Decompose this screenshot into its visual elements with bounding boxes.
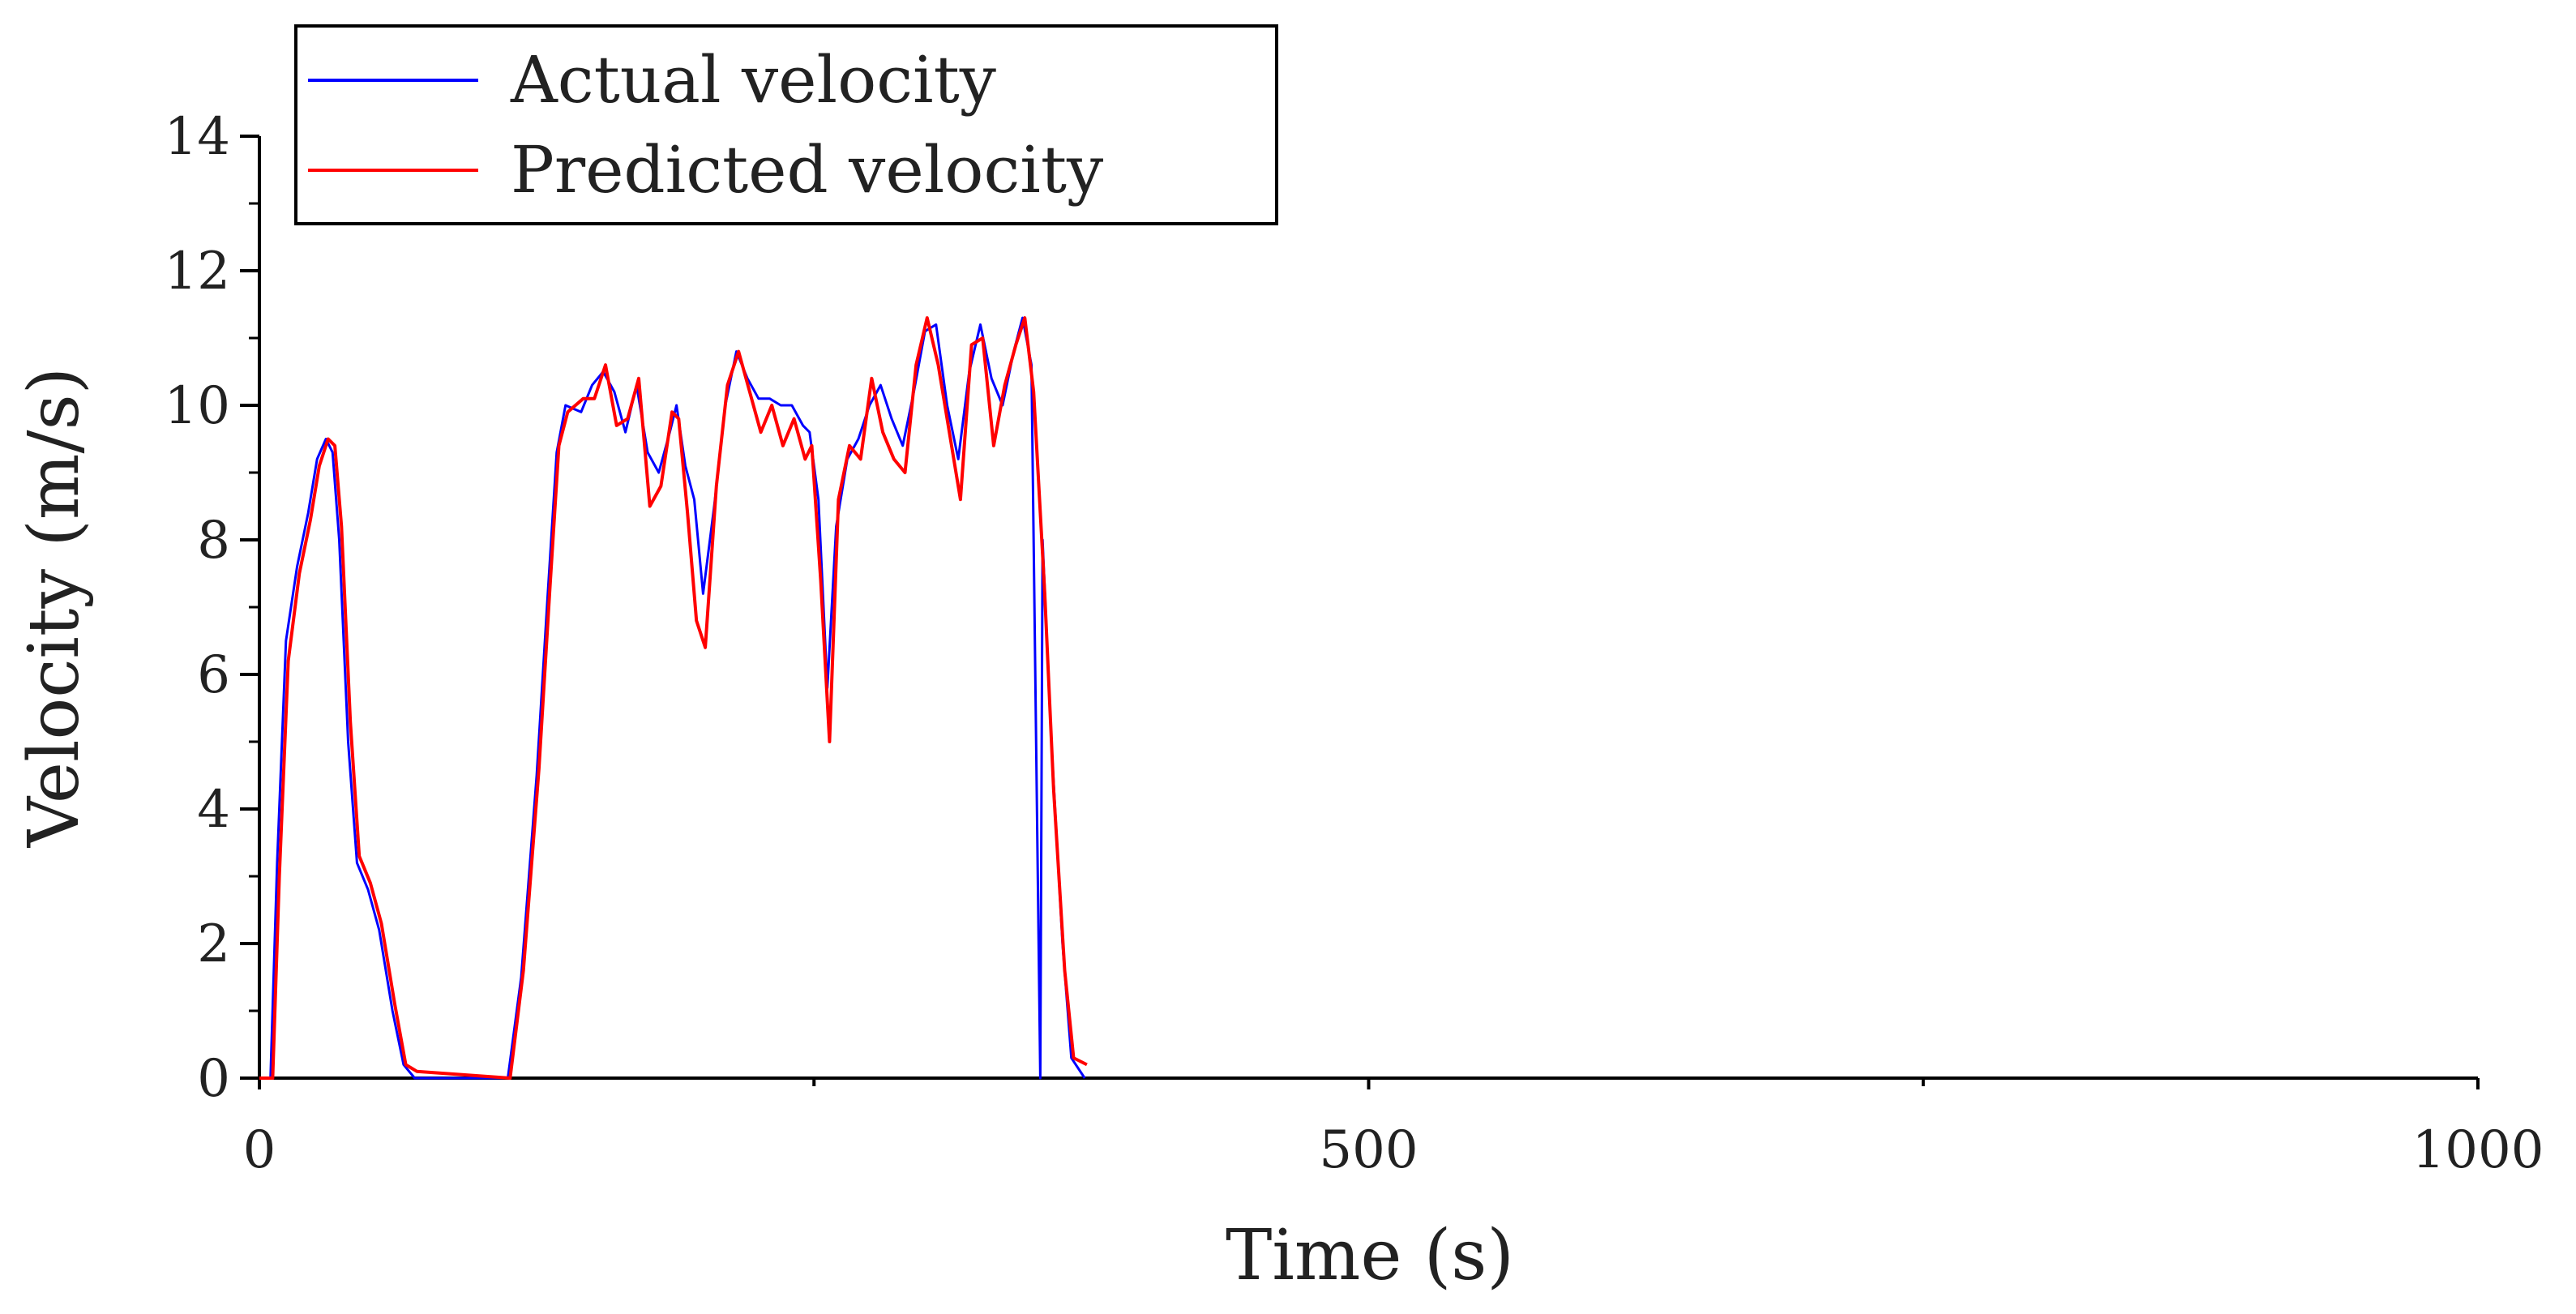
- x-axis-ticks: 0 500 1000: [243, 1078, 2544, 1180]
- legend-label-actual-velocity: Actual velocity: [510, 42, 996, 118]
- plot-area: 0 2 4 6 8 10 12 14 0 500 1000: [165, 107, 2544, 1180]
- y-tick-label: 2: [197, 914, 230, 974]
- legend-label-predicted-velocity: Predicted velocity: [511, 132, 1103, 208]
- x-axis-title: Time (s): [1226, 1215, 1514, 1296]
- y-axis-ticks: 0 2 4 6 8 10 12 14: [165, 107, 259, 1109]
- series-layer: [259, 316, 1088, 1080]
- y-tick-label: 10: [165, 376, 230, 436]
- y-tick-label: 0: [197, 1049, 230, 1109]
- legend: Actual velocity Predicted velocity: [294, 24, 1278, 225]
- x-tick-label: 0: [243, 1120, 276, 1180]
- y-tick-label: 6: [197, 645, 230, 705]
- y-tick-label: 8: [197, 511, 230, 571]
- legend-box: [294, 24, 1278, 225]
- x-tick-label: 500: [1319, 1120, 1418, 1180]
- y-tick-label: 14: [165, 107, 230, 167]
- series-line-predicted-velocity: [259, 316, 1088, 1080]
- y-tick-label: 4: [197, 780, 230, 840]
- x-tick-label: 1000: [2412, 1120, 2544, 1180]
- y-axis-title: Velocity (m/s): [14, 367, 95, 848]
- y-tick-label: 12: [165, 242, 230, 302]
